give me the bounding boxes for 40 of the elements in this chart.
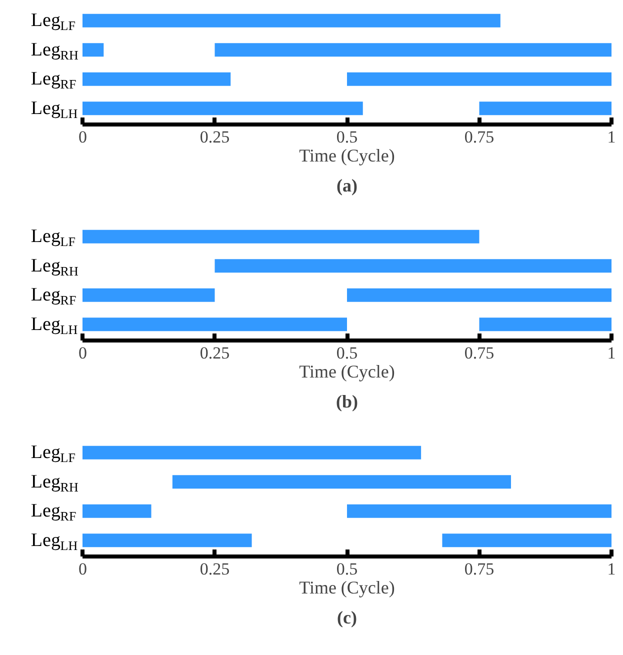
x-tick-label: 0 [78,560,87,578]
bar [347,504,612,518]
x-axis-title: Time (Cycle) [299,578,395,598]
x-axis-title: Time (Cycle) [299,146,395,166]
bar [82,230,480,244]
bar [214,43,612,57]
x-tick-label: 0.25 [200,344,230,362]
bar [82,72,231,86]
bar [347,72,612,86]
bar [82,504,152,518]
bar [82,102,363,116]
bar [172,475,511,489]
x-tick-label: 0.75 [464,128,494,146]
x-tick-label: 0.25 [200,128,230,146]
x-tick-label: 0 [78,344,87,362]
x-tick-label: 1 [607,128,616,146]
bar [479,102,612,116]
bar [82,14,500,28]
x-tick-label: 0.75 [464,344,494,362]
x-tick-label: 0.5 [336,128,358,146]
x-axis-title: Time (Cycle) [299,362,395,382]
x-tick-label: 1 [607,344,616,362]
bar [82,318,347,332]
x-tick-label: 0.5 [336,344,358,362]
bar [82,446,422,460]
x-tick-label: 0.25 [200,560,230,578]
x-tick-label: 0.5 [336,560,358,578]
bar [82,288,215,302]
text: (a) [336,176,358,196]
bar [347,288,612,302]
bar [479,318,612,332]
text: (c) [337,608,357,628]
x-tick-label: 1 [607,560,616,578]
bar [82,534,252,548]
bar [442,534,612,548]
text: (b) [336,392,358,412]
x-tick-label: 0 [78,128,87,146]
bar [214,259,612,273]
bar [82,43,104,57]
x-tick-label: 0.75 [464,560,494,578]
